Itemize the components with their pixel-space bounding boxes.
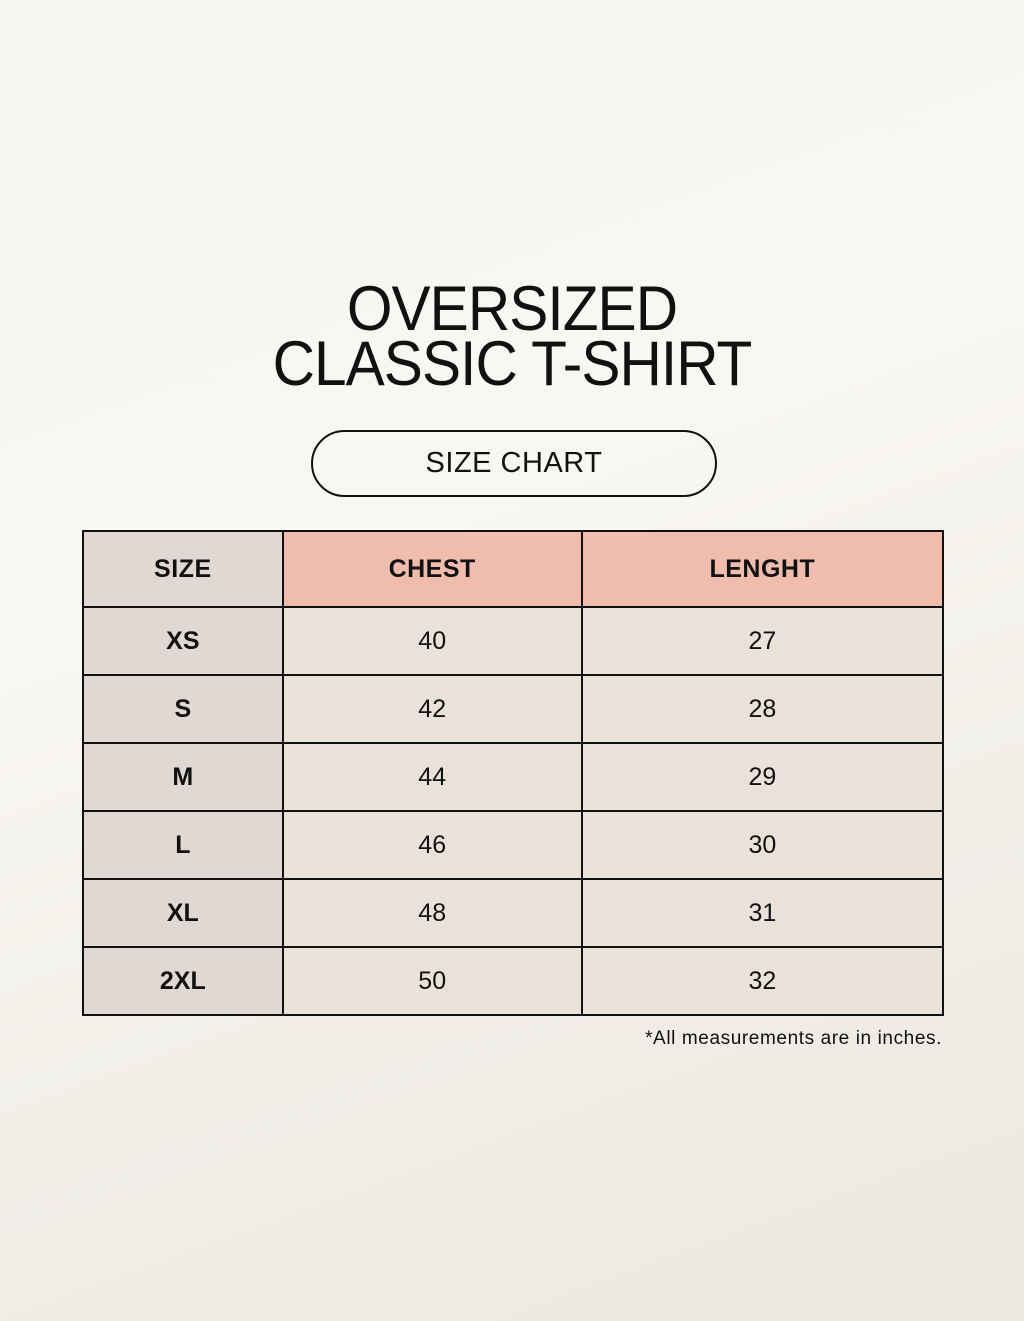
chest-cell: 50 <box>281 946 583 1016</box>
footnote: *All measurements are in inches. <box>645 1028 942 1049</box>
header-size: SIZE <box>82 530 284 608</box>
length-cell: 28 <box>580 674 945 744</box>
table-header-row: SIZE CHEST LENGHT <box>82 530 945 608</box>
title-line-2: CLASSIC T-SHIRT <box>272 329 753 399</box>
header-chest: CHEST <box>281 530 583 608</box>
length-cell: 30 <box>580 810 945 880</box>
table-row: L 46 30 <box>82 810 945 880</box>
title-line-1: OVERSIZED <box>346 274 678 344</box>
length-cell: 27 <box>580 606 945 676</box>
table-row: XL 48 31 <box>82 878 945 948</box>
size-cell: XL <box>82 878 284 948</box>
size-cell: 2XL <box>82 946 284 1016</box>
header-length: LENGHT <box>580 530 945 608</box>
table-row: M 44 29 <box>82 742 945 812</box>
size-cell: S <box>82 674 284 744</box>
chest-cell: 46 <box>281 810 583 880</box>
size-cell: XS <box>82 606 284 676</box>
table-row: 2XL 50 32 <box>82 946 945 1016</box>
size-cell: L <box>82 810 284 880</box>
chest-cell: 42 <box>281 674 583 744</box>
length-cell: 29 <box>580 742 945 812</box>
chest-cell: 48 <box>281 878 583 948</box>
size-chart-text: SIZE CHART <box>425 447 603 479</box>
size-table: SIZE CHEST LENGHT XS 40 27 S 42 28 M 44 29 L 46 30 X… <box>82 530 945 1016</box>
length-cell: 31 <box>580 878 945 948</box>
size-cell: M <box>82 742 284 812</box>
length-cell: 32 <box>580 946 945 1016</box>
table-row: S 42 28 <box>82 674 945 744</box>
table-row: XS 40 27 <box>82 606 945 676</box>
chest-cell: 40 <box>281 606 583 676</box>
size-chart-label: SIZE CHART <box>311 430 717 497</box>
chest-cell: 44 <box>281 742 583 812</box>
